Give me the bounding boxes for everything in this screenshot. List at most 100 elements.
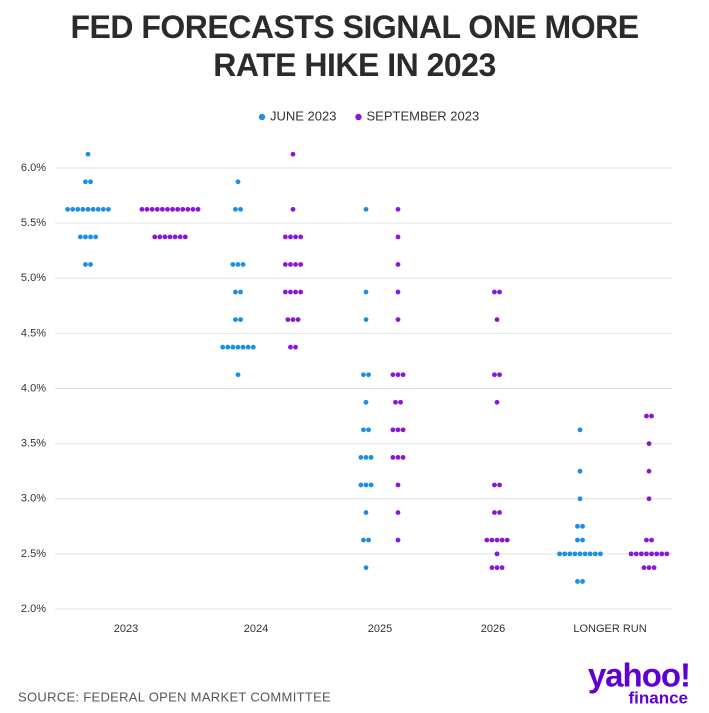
dot [363,206,369,212]
dot [235,344,241,350]
dot [582,551,588,557]
dot [175,206,181,212]
dot [646,496,652,502]
dot [398,399,403,405]
dot [575,537,580,543]
dot [238,317,243,322]
dot [144,206,150,212]
dot [90,206,96,212]
dot [106,206,111,212]
dot [395,262,401,267]
dot [395,455,401,460]
dot [575,579,580,584]
dot [298,289,304,295]
dot [499,537,505,543]
dot [172,234,178,240]
dot [238,206,243,212]
dot [157,234,163,240]
dot [195,206,201,212]
y-tick-label: 3.0% [21,493,46,505]
dot [649,537,654,543]
dot [85,206,91,212]
dot [282,262,288,267]
y-tick-label: 2.0% [21,603,46,615]
dot [235,179,241,185]
dot [293,344,298,350]
dot [159,206,165,212]
dot [494,551,500,557]
dot [293,234,298,240]
y-tick-label: 5.5% [21,217,46,229]
dot [489,537,495,543]
dot [100,206,106,212]
dot [88,262,93,267]
dot [288,289,293,295]
dot [644,551,649,557]
dot [400,427,406,433]
dot [494,565,500,571]
dot [88,179,93,185]
dot [489,565,495,571]
y-tick-label: 4.5% [21,327,46,339]
dot [646,468,652,474]
dot [592,551,598,557]
dot [177,234,183,240]
chart-title: FED FORECASTS SIGNAL ONE MORE RATE HIKE … [70,9,639,83]
x-tick-label: 2026 [481,623,505,635]
dot [358,455,364,460]
dot [654,551,660,557]
dot [230,262,236,267]
legend-marker [258,113,266,121]
dot [492,372,497,378]
dot [484,537,490,543]
dot [363,482,369,488]
dot [368,455,374,460]
dot [395,234,401,240]
dot [646,565,652,571]
dot [492,510,497,515]
dot [363,289,369,295]
dot [235,262,241,267]
dot [395,206,401,212]
dot [572,551,578,557]
logo-sub: finance [628,688,688,707]
dot [395,372,401,378]
dot [400,372,406,378]
dot [220,344,226,350]
dot [85,151,91,157]
dot [240,262,246,267]
y-tick-label: 2.5% [21,548,46,560]
dot [366,537,371,543]
dot [77,234,83,240]
dot [492,289,497,295]
dot [233,289,238,295]
dot [494,317,500,322]
dot [390,455,396,460]
dot [250,344,256,350]
logo-brand: yahoo! [588,657,690,694]
dot [646,441,652,447]
dot [497,289,502,295]
dot [641,565,647,571]
dot [83,179,88,185]
dot [494,537,500,543]
dot [577,551,583,557]
dot [649,551,654,557]
dot [400,455,406,460]
dot [363,565,369,571]
dot [80,206,86,212]
dot [235,372,241,378]
dot [628,551,634,557]
dot [580,523,585,529]
dot [395,427,401,433]
dot [557,551,562,557]
dot [633,551,639,557]
dot [165,206,170,212]
x-tick-label: 2023 [114,623,138,635]
dot [290,317,296,322]
dot [295,317,301,322]
dot [368,482,374,488]
dot [361,427,366,433]
